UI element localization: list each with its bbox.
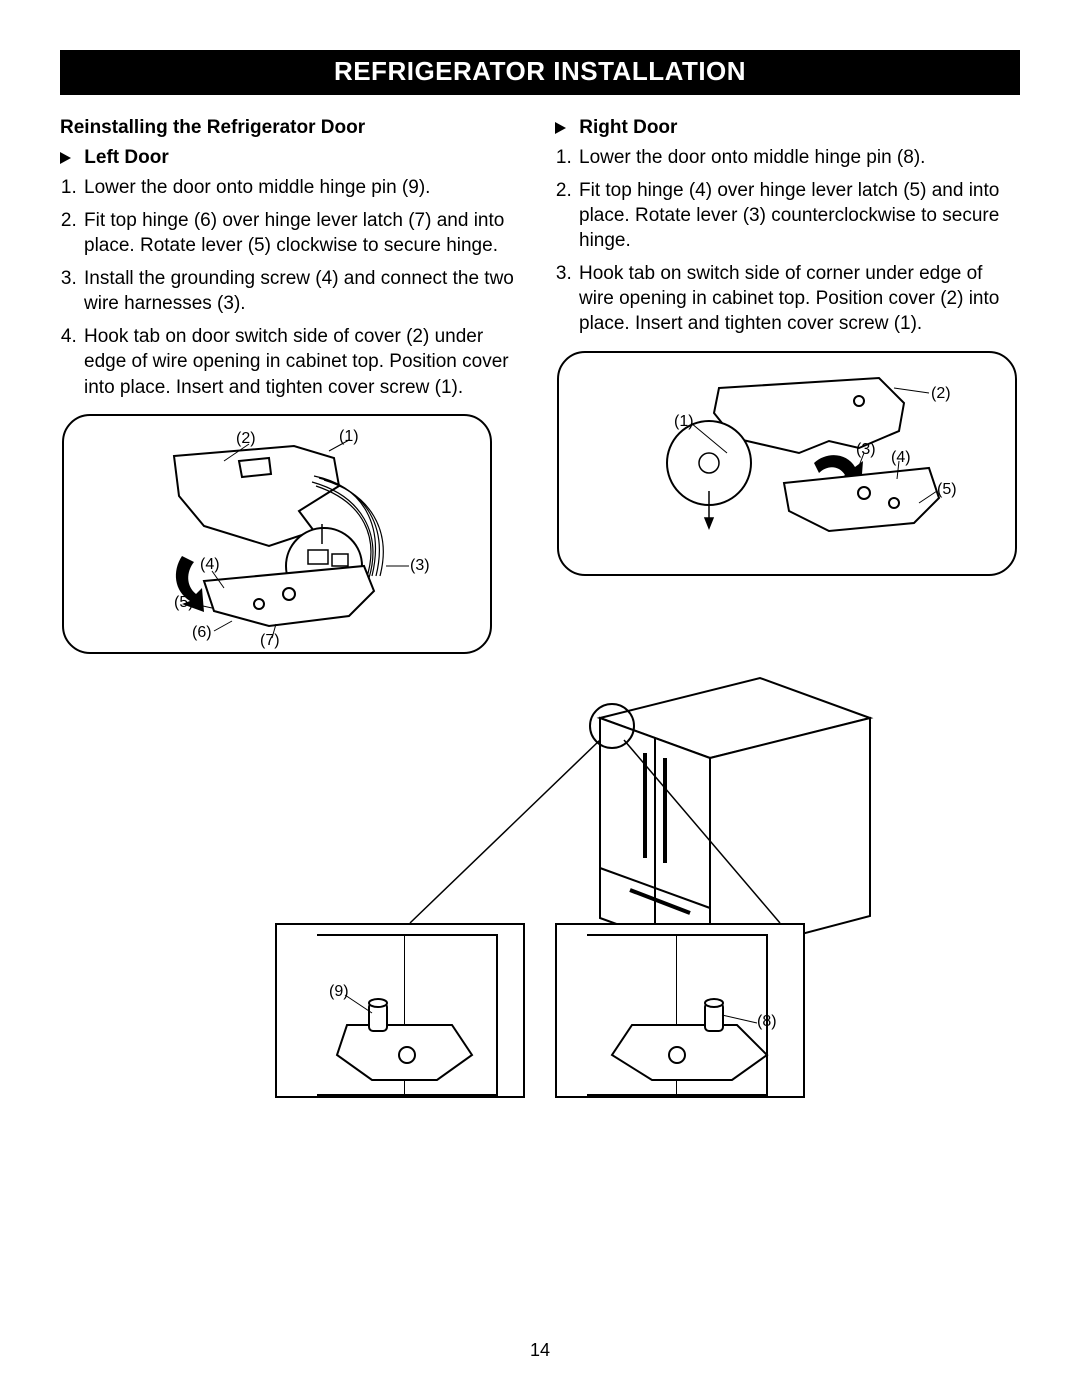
fig-label: (6) [192, 624, 212, 642]
right-step: Lower the door onto middle hinge pin (8)… [577, 145, 1020, 170]
left-column: Reinstalling the Refrigerator Door Left … [60, 117, 525, 654]
fig-label: (1) [339, 428, 359, 446]
fig-label: (2) [931, 385, 951, 403]
right-column: Right Door Lower the door onto middle hi… [555, 117, 1020, 654]
bottom-figure: (9) (8) [60, 658, 1020, 1118]
left-step: Fit top hinge (6) over hinge lever latch… [82, 208, 525, 258]
right-subheading: Right Door [555, 117, 1020, 139]
bottom-right-box: (8) [555, 923, 805, 1098]
fig-label: (4) [891, 449, 911, 467]
fig-label: (3) [856, 441, 876, 459]
left-step: Install the grounding screw (4) and conn… [82, 266, 525, 316]
left-figure: (1) (2) (3) (4) (5) (6) (7) [62, 414, 492, 654]
right-step: Hook tab on switch side of corner under … [577, 261, 1020, 336]
fig-label: (7) [260, 632, 280, 650]
bottom-left-box: (9) [275, 923, 525, 1098]
fig-label: (4) [200, 556, 220, 574]
two-column-layout: Reinstalling the Refrigerator Door Left … [60, 117, 1020, 654]
hinge-left-svg [277, 925, 527, 1100]
left-step: Lower the door onto middle hinge pin (9)… [82, 175, 525, 200]
fig-label: (2) [236, 430, 256, 448]
right-door-label: Right Door [579, 117, 677, 138]
fig-label: (1) [674, 413, 694, 431]
left-steps: Lower the door onto middle hinge pin (9)… [60, 175, 525, 400]
fig-label: (8) [757, 1013, 777, 1031]
page-number: 14 [0, 1340, 1080, 1361]
fig-label: (5) [174, 594, 194, 612]
fig-label: (5) [937, 481, 957, 499]
section-banner: REFRIGERATOR INSTALLATION [60, 50, 1020, 95]
fig-label: (3) [410, 557, 430, 575]
right-figure: (1) (2) (3) (4) (5) [557, 351, 1017, 576]
left-heading: Reinstalling the Refrigerator Door [60, 117, 525, 139]
left-step: Hook tab on door switch side of cover (2… [82, 324, 525, 399]
fig-label: (9) [329, 983, 349, 1001]
right-steps: Lower the door onto middle hinge pin (8)… [555, 145, 1020, 337]
left-figure-svg [64, 416, 494, 656]
left-subheading: Left Door [60, 147, 525, 169]
page: REFRIGERATOR INSTALLATION Reinstalling t… [0, 0, 1080, 1397]
left-door-label: Left Door [84, 147, 168, 168]
right-step: Fit top hinge (4) over hinge lever latch… [577, 178, 1020, 253]
